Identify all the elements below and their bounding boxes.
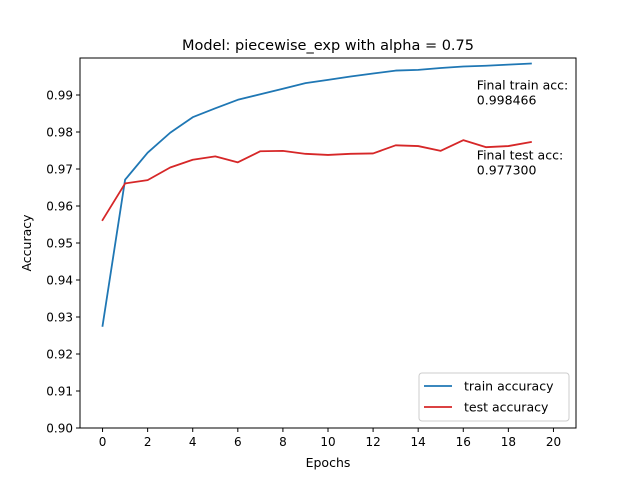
legend: train accuracy test accuracy <box>418 372 570 422</box>
y-axis: 0.90 0.91 0.92 0.93 0.94 0.95 0.96 0.97 0.98 0.99 <box>46 89 80 436</box>
y-tick-label: 0.99 <box>46 89 73 103</box>
annotations: Final train acc:0.998466 Final test acc:0… <box>477 77 568 177</box>
x-axis-label: Epochs <box>306 455 351 470</box>
y-axis-label: Accuracy <box>19 214 34 272</box>
x-tick-label: 2 <box>144 435 152 449</box>
x-tick-label: 4 <box>189 435 197 449</box>
x-tick-label: 8 <box>279 435 287 449</box>
annotation-label: Final train acc: <box>477 77 568 92</box>
y-tick-label: 0.94 <box>46 274 73 288</box>
y-tick-label: 0.98 <box>46 126 73 140</box>
y-tick-label: 0.90 <box>46 422 73 436</box>
x-tick-label: 12 <box>365 435 380 449</box>
plot-area <box>101 62 532 327</box>
annotation-label: Final test acc: <box>477 148 563 163</box>
legend-box <box>418 372 570 422</box>
y-tick-label: 0.92 <box>46 348 73 362</box>
x-tick-label: 20 <box>546 435 561 449</box>
annotation-value: 0.998466 <box>477 92 537 107</box>
x-tick-label: 10 <box>320 435 335 449</box>
legend-label: test accuracy <box>464 400 549 415</box>
x-tick-label: 6 <box>234 435 242 449</box>
annotation-value: 0.977300 <box>477 163 537 178</box>
y-tick-label: 0.93 <box>46 311 73 325</box>
y-tick-label: 0.97 <box>46 163 73 177</box>
x-axis: 0 2 4 6 8 10 12 14 16 18 20 <box>99 428 561 449</box>
chart-title: Model: piecewise_exp with alpha = 0.75 <box>182 38 474 54</box>
series-line-test <box>101 139 532 222</box>
legend-label: train accuracy <box>464 379 554 394</box>
y-tick-label: 0.96 <box>46 200 73 214</box>
x-tick-label: 14 <box>411 435 426 449</box>
x-tick-label: 0 <box>99 435 107 449</box>
x-tick-label: 18 <box>501 435 516 449</box>
series-line-train <box>101 62 532 327</box>
y-tick-label: 0.95 <box>46 237 73 251</box>
y-tick-label: 0.91 <box>46 385 73 399</box>
x-tick-label: 16 <box>456 435 471 449</box>
